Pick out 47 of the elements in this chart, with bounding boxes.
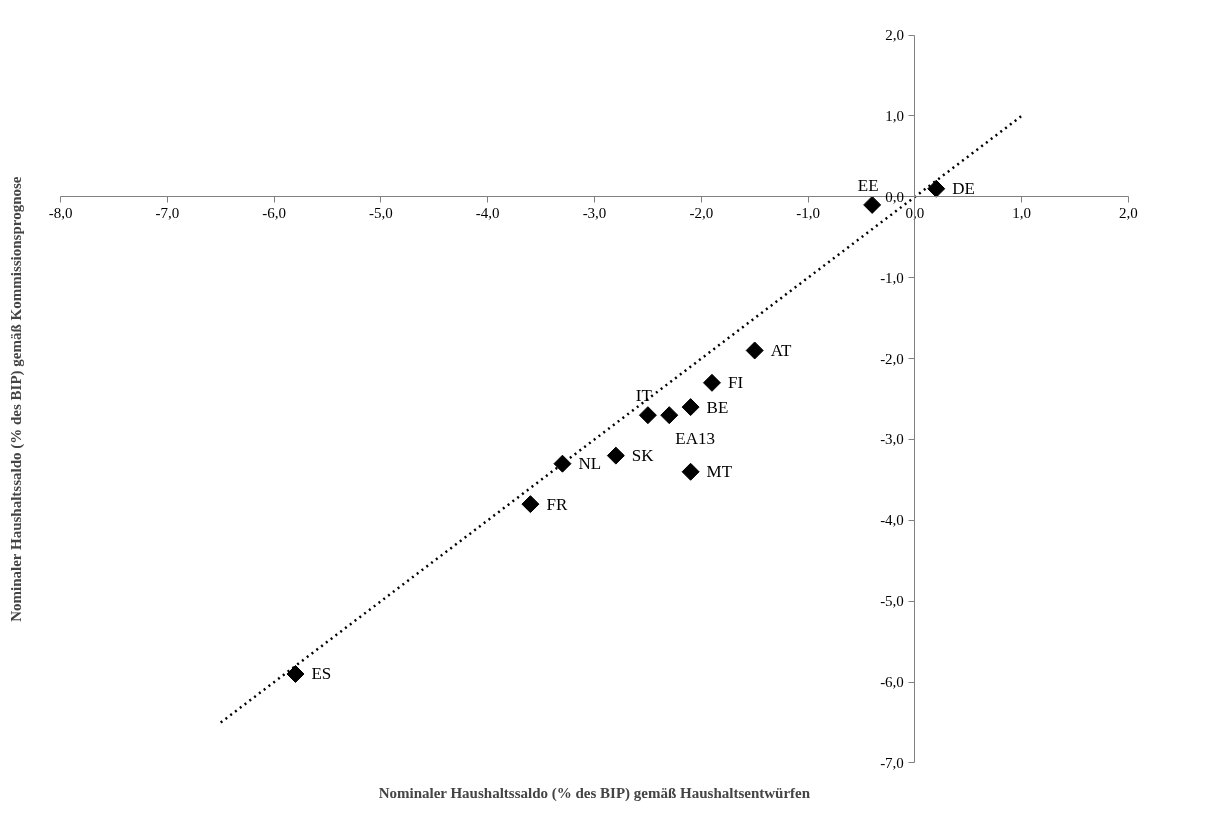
annotation: ES: [311, 664, 332, 684]
y-tick-label: -7,0: [880, 754, 904, 771]
annotation: MT: [706, 462, 733, 482]
point: [702, 373, 721, 392]
x-tick-label: 2,0: [1119, 204, 1138, 221]
y-tick-label: -6,0: [880, 674, 904, 691]
annotation: NL: [578, 454, 602, 474]
x-tick-label: -7,0: [155, 204, 180, 221]
point: [606, 446, 625, 465]
point: [553, 454, 572, 473]
point: [286, 664, 305, 683]
x-tick-label: 1,0: [1012, 204, 1032, 221]
x-tick-label: -1,0: [796, 204, 820, 221]
y-tick-label: -2,0: [880, 350, 904, 367]
x-tick-label: -6,0: [262, 204, 286, 221]
y-tick-label: -4,0: [880, 512, 904, 529]
x-tick-label: -8,0: [48, 204, 73, 221]
y-tick-label: -1,0: [880, 269, 904, 286]
annotation: EE: [857, 175, 879, 195]
x-tick-label: -4,0: [475, 204, 500, 221]
y-axis-title: Nominaler Haushaltssaldo (% des BIP) gemäß Kommissionsprognose: [7, 176, 25, 622]
y-tick-label: -5,0: [880, 593, 904, 610]
point: [681, 462, 700, 481]
point: [863, 195, 882, 214]
y-tick-label: 1,0: [885, 107, 904, 124]
x-tick-label: -2,0: [689, 204, 714, 221]
x-tick-label: -3,0: [582, 204, 607, 221]
annotation: DE: [952, 179, 975, 199]
annotation: AT: [770, 340, 793, 360]
point: [927, 179, 946, 198]
point: [638, 406, 657, 425]
annotation: FR: [546, 494, 568, 514]
point: [521, 495, 540, 514]
y-tick-label: -3,0: [880, 431, 904, 448]
annotation: IT: [635, 386, 653, 406]
y-tick-label: 2,0: [885, 27, 904, 44]
y-tick-label: 0,0: [885, 188, 904, 205]
point: [660, 406, 679, 425]
point: [681, 398, 700, 417]
annotation: EA13: [675, 429, 715, 449]
annotation: SK: [631, 446, 655, 466]
annotation: BE: [706, 397, 729, 417]
point: [745, 341, 764, 360]
x-tick-label: -5,0: [369, 204, 393, 221]
x-axis-title: Nominaler Haushaltssaldo (% des BIP) gemäß Haushaltsentwürfen: [378, 784, 811, 802]
annotation: FI: [727, 373, 744, 393]
x-tick-label: 0,0: [905, 204, 925, 221]
